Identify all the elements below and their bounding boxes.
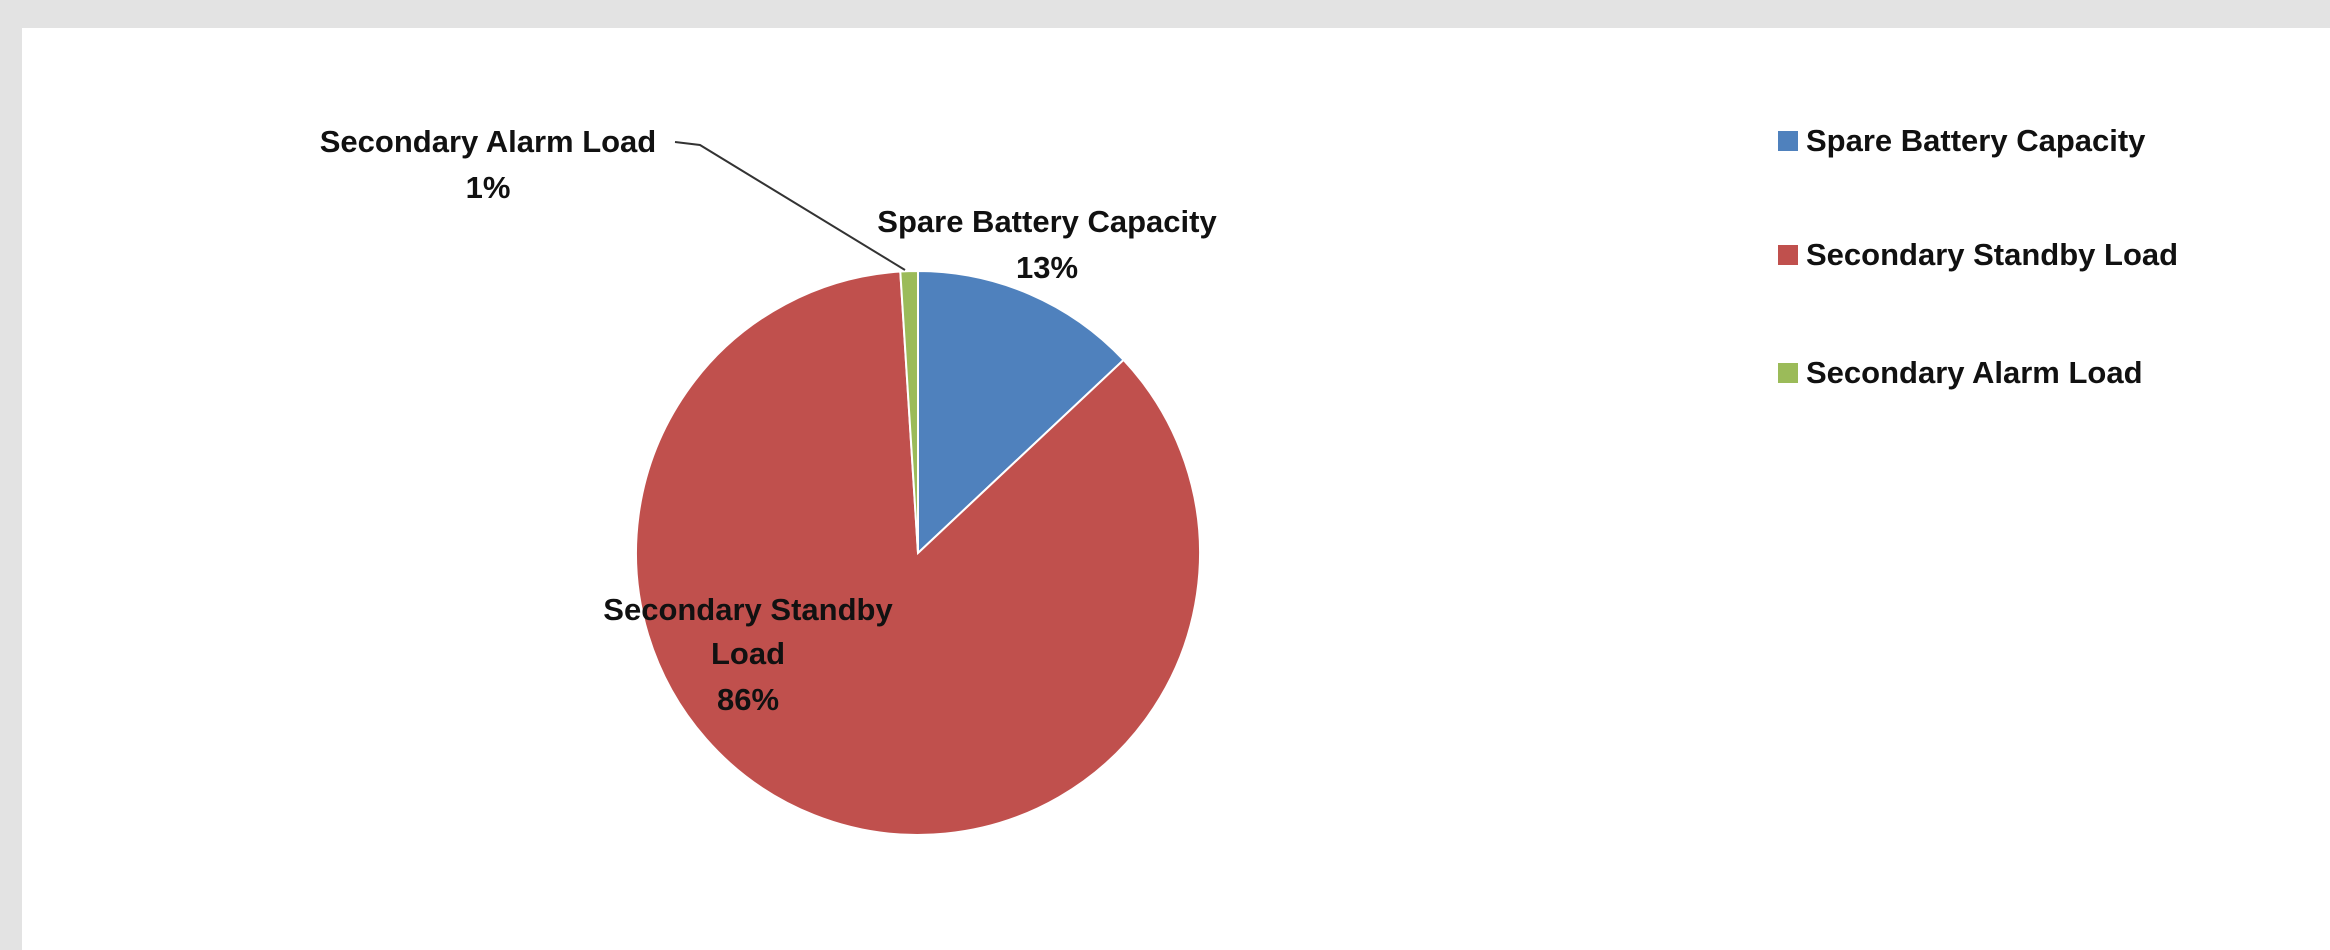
legend-item-secondary-alarm-load: Secondary Alarm Load — [1778, 355, 2143, 390]
leader-line — [674, 141, 906, 271]
legend: Spare Battery Capacity Secondary Standby… — [1778, 123, 2178, 390]
data-label-secondary-alarm-load: Secondary Alarm Load 1% — [320, 124, 657, 205]
legend-item-spare-battery-capacity: Spare Battery Capacity — [1778, 123, 2146, 158]
data-label-secondary-alarm-load-name: Secondary Alarm Load — [320, 124, 657, 159]
legend-swatch-secondary-alarm-load — [1778, 363, 1798, 383]
pie-slice-secondary-standby-load — [635, 270, 1201, 836]
legend-label-secondary-standby-load: Secondary Standby Load — [1806, 237, 2178, 272]
data-label-spare-battery-capacity-percent: 13% — [1016, 250, 1078, 285]
legend-swatch-secondary-standby-load — [1778, 245, 1798, 265]
data-label-secondary-standby-load-name-line1: Secondary Standby — [603, 592, 893, 627]
legend-label-spare-battery-capacity: Spare Battery Capacity — [1806, 123, 2146, 158]
data-label-secondary-standby-load-percent: 86% — [717, 682, 779, 717]
data-label-secondary-standby-load: Secondary Standby Load 86% — [603, 592, 893, 717]
pie-slices — [635, 269, 1201, 836]
data-label-spare-battery-capacity-name: Spare Battery Capacity — [877, 204, 1217, 239]
legend-swatch-spare-battery-capacity — [1778, 131, 1798, 151]
pie-slice-secondary-alarm-load — [899, 269, 919, 554]
data-label-spare-battery-capacity: Spare Battery Capacity 13% — [877, 204, 1217, 285]
legend-label-secondary-alarm-load: Secondary Alarm Load — [1806, 355, 2143, 390]
pie-slice-spare-battery-capacity — [917, 269, 1125, 556]
data-label-secondary-alarm-load-percent: 1% — [466, 170, 511, 205]
legend-item-secondary-standby-load: Secondary Standby Load — [1778, 237, 2178, 272]
data-label-secondary-standby-load-name-line2: Load — [711, 636, 785, 671]
